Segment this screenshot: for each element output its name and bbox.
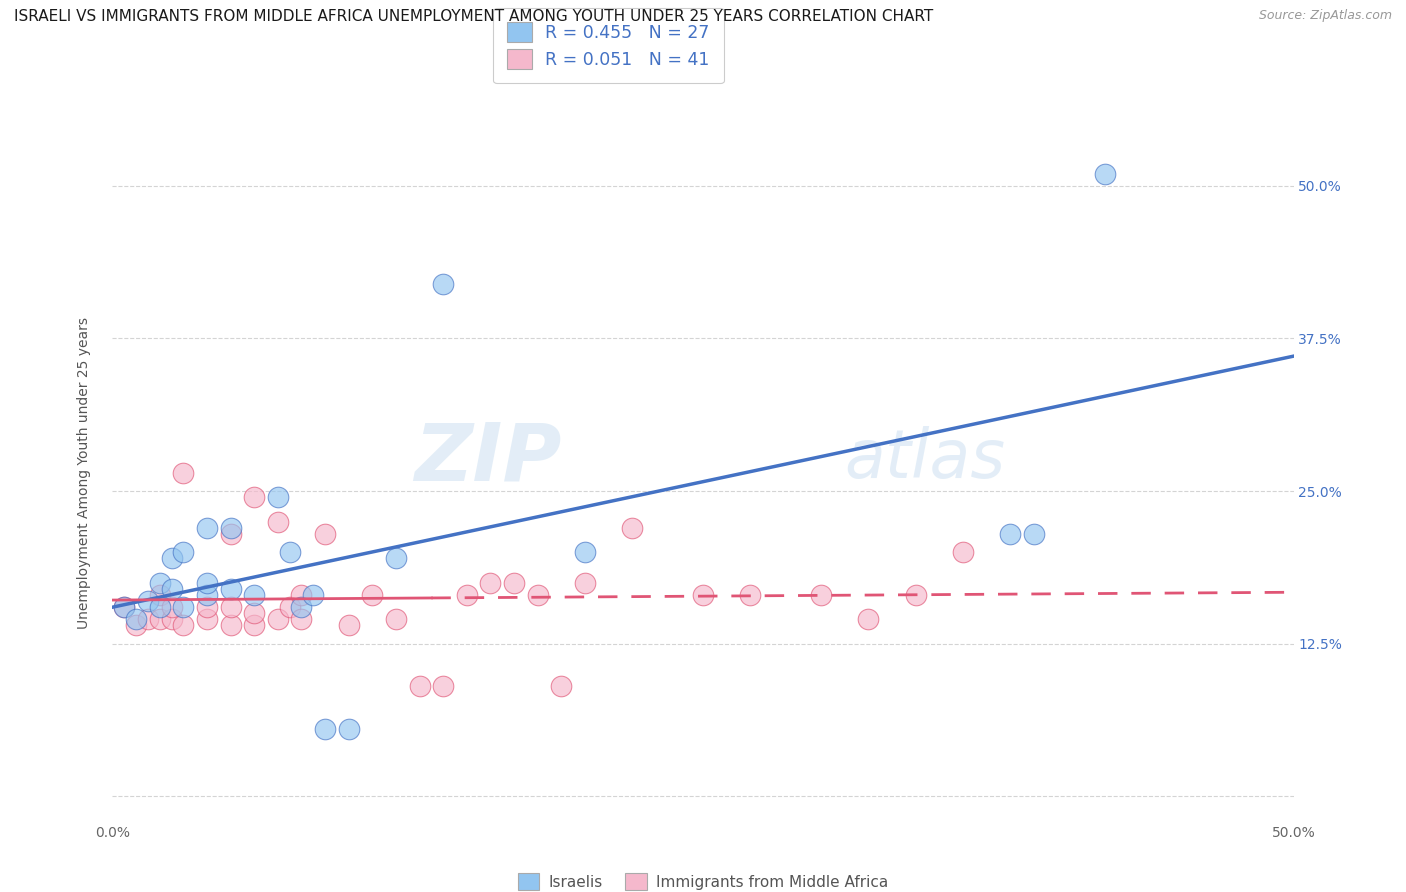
- Point: [385, 551, 408, 566]
- Text: atlas: atlas: [845, 425, 1005, 491]
- Point: [904, 588, 927, 602]
- Point: [160, 600, 183, 615]
- Point: [456, 588, 478, 602]
- Point: [195, 612, 218, 626]
- Point: [858, 612, 880, 626]
- Point: [998, 526, 1021, 541]
- Point: [136, 612, 159, 626]
- Point: [195, 575, 218, 590]
- Point: [337, 722, 360, 736]
- Point: [172, 600, 194, 615]
- Point: [574, 575, 596, 590]
- Point: [278, 600, 301, 615]
- Point: [408, 679, 430, 693]
- Point: [195, 600, 218, 615]
- Point: [574, 545, 596, 559]
- Point: [1022, 526, 1045, 541]
- Point: [278, 545, 301, 559]
- Point: [290, 588, 312, 602]
- Point: [112, 600, 135, 615]
- Point: [526, 588, 548, 602]
- Point: [432, 277, 454, 291]
- Y-axis label: Unemployment Among Youth under 25 years: Unemployment Among Youth under 25 years: [77, 317, 91, 629]
- Point: [267, 612, 290, 626]
- Point: [621, 521, 644, 535]
- Point: [479, 575, 502, 590]
- Point: [267, 515, 290, 529]
- Point: [243, 588, 266, 602]
- Point: [112, 600, 135, 615]
- Point: [219, 618, 242, 632]
- Text: ISRAELI VS IMMIGRANTS FROM MIDDLE AFRICA UNEMPLOYMENT AMONG YOUTH UNDER 25 YEARS: ISRAELI VS IMMIGRANTS FROM MIDDLE AFRICA…: [14, 9, 934, 24]
- Point: [314, 526, 336, 541]
- Point: [314, 722, 336, 736]
- Point: [219, 600, 242, 615]
- Text: ZIP: ZIP: [413, 420, 561, 498]
- Point: [952, 545, 974, 559]
- Point: [243, 606, 266, 620]
- Point: [290, 612, 312, 626]
- Point: [740, 588, 762, 602]
- Point: [160, 582, 183, 596]
- Point: [149, 600, 172, 615]
- Point: [195, 588, 218, 602]
- Point: [149, 588, 172, 602]
- Point: [267, 490, 290, 504]
- Point: [125, 612, 148, 626]
- Point: [290, 600, 312, 615]
- Point: [125, 618, 148, 632]
- Point: [337, 618, 360, 632]
- Point: [160, 551, 183, 566]
- Point: [385, 612, 408, 626]
- Point: [243, 618, 266, 632]
- Point: [136, 594, 159, 608]
- Point: [550, 679, 572, 693]
- Point: [149, 612, 172, 626]
- Point: [810, 588, 832, 602]
- Point: [503, 575, 526, 590]
- Point: [692, 588, 714, 602]
- Point: [302, 588, 325, 602]
- Text: Source: ZipAtlas.com: Source: ZipAtlas.com: [1258, 9, 1392, 22]
- Legend: Israelis, Immigrants from Middle Africa: Israelis, Immigrants from Middle Africa: [512, 867, 894, 892]
- Point: [361, 588, 384, 602]
- Point: [160, 612, 183, 626]
- Point: [219, 582, 242, 596]
- Point: [172, 618, 194, 632]
- Point: [1094, 167, 1116, 181]
- Point: [432, 679, 454, 693]
- Point: [172, 466, 194, 480]
- Point: [219, 521, 242, 535]
- Point: [219, 526, 242, 541]
- Point: [243, 490, 266, 504]
- Point: [195, 521, 218, 535]
- Point: [172, 545, 194, 559]
- Point: [149, 575, 172, 590]
